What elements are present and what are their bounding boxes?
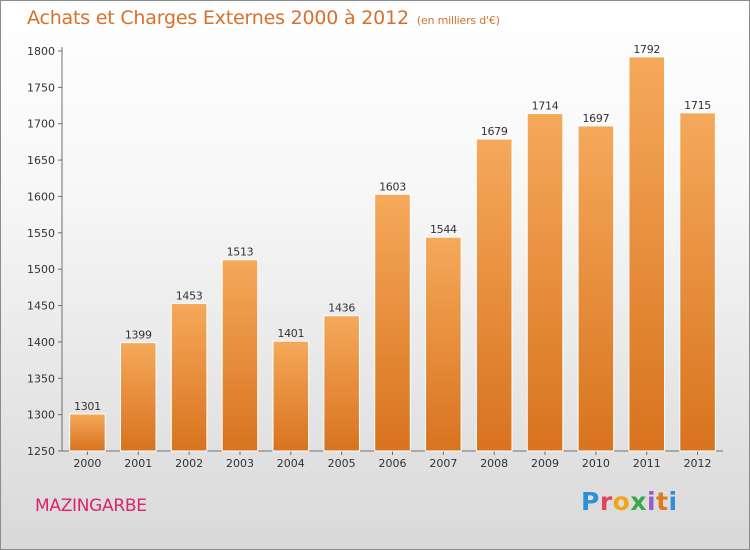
x-tick-label: 2008 — [480, 457, 508, 470]
x-tick-label: 2002 — [175, 457, 203, 470]
y-tick-label: 1750 — [27, 81, 55, 94]
bar-value-label: 1715 — [684, 99, 711, 112]
y-tick-label: 1550 — [27, 227, 55, 240]
chart-title: Achats et Charges Externes 2000 à 2012 (e… — [27, 7, 500, 29]
y-tick-label: 1250 — [27, 445, 55, 458]
x-tick-label: 2004 — [277, 457, 305, 470]
bar-2011 — [628, 56, 666, 452]
y-tick-label: 1500 — [27, 263, 55, 276]
bar-value-label: 1401 — [277, 327, 304, 340]
bar-value-label: 1679 — [481, 125, 508, 138]
x-tick-label: 2003 — [226, 457, 254, 470]
bar-2002 — [170, 302, 208, 452]
y-tick-label: 1400 — [27, 336, 55, 349]
bar-value-label: 1544 — [430, 223, 457, 236]
proxiti-logo: Proxiti — [581, 487, 678, 516]
bar-value-label: 1792 — [633, 43, 660, 56]
y-tick-label: 1600 — [27, 190, 55, 203]
x-tick-label: 2000 — [73, 457, 101, 470]
bars — [69, 56, 716, 452]
bar-2003 — [221, 259, 259, 452]
bar-2001 — [119, 342, 157, 452]
y-tick-label: 1650 — [27, 154, 55, 167]
city-name: MAZINGARBE — [35, 496, 147, 516]
y-tick-label: 1450 — [27, 300, 55, 313]
bar-value-label: 1697 — [582, 112, 609, 125]
bar-value-label: 1399 — [125, 329, 152, 342]
chart-unit-note: (en milliers d'€) — [416, 14, 500, 27]
bar-2000 — [69, 413, 106, 452]
x-tick-label: 2012 — [684, 457, 712, 470]
x-tick-label: 2011 — [633, 457, 661, 470]
x-tick-label: 2005 — [328, 457, 356, 470]
x-tick-label: 2006 — [379, 457, 407, 470]
bar-value-label: 1301 — [74, 400, 101, 413]
y-tick-label: 1350 — [27, 372, 55, 385]
bar-2010 — [577, 125, 615, 452]
y-tick-label: 1800 — [27, 45, 55, 58]
bar-value-label: 1453 — [176, 289, 203, 302]
bar-2005 — [323, 315, 360, 452]
bar-2006 — [374, 193, 411, 452]
bar-2004 — [272, 340, 310, 452]
bar-value-label: 1513 — [227, 246, 254, 259]
bar-2009 — [526, 113, 564, 452]
bar-2012 — [679, 112, 716, 452]
y-tick-label: 1300 — [27, 409, 55, 422]
bar-2008 — [475, 138, 513, 452]
x-tick-label: 2009 — [531, 457, 559, 470]
x-tick-label: 2001 — [124, 457, 152, 470]
chart-title-text: Achats et Charges Externes 2000 à 2012 — [27, 7, 409, 29]
x-tick-label: 2010 — [582, 457, 610, 470]
y-tick-label: 1700 — [27, 118, 55, 131]
bar-value-label: 1603 — [379, 180, 406, 193]
x-tick-label: 2007 — [429, 457, 457, 470]
bar-value-label: 1714 — [532, 100, 559, 113]
bar-value-label: 1436 — [328, 302, 355, 315]
bar-2007 — [425, 236, 462, 452]
bar-value-labels: 1301 1399 1453 1513 1401 1436 1603 1544 1679 1714… — [74, 43, 712, 413]
